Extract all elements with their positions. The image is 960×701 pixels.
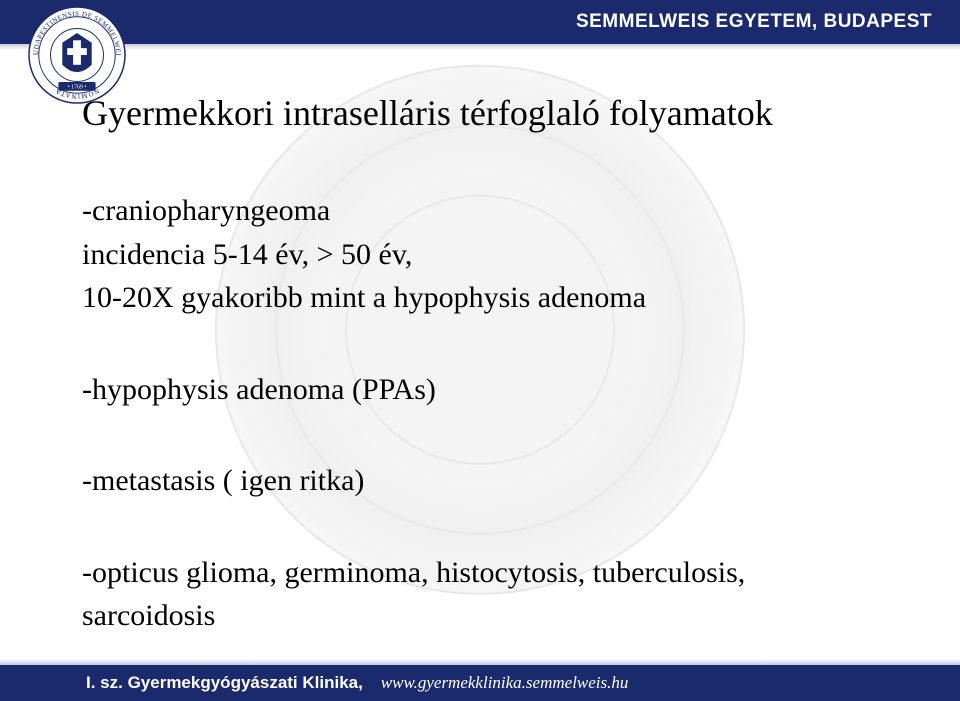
top-banner: SEMMELWEIS EGYETEM, BUDAPEST	[0, 0, 960, 44]
university-seal-icon: BUDAPESTINENSIS DE SEMMELWEIS NOMINATA •…	[28, 6, 126, 104]
bullet-text: -metastasis ( igen ritka)	[82, 459, 900, 503]
brand-text: SEMMELWEIS EGYETEM, BUDAPEST	[576, 11, 932, 33]
bullet-text: 10-20X gyakoribb mint a hypophysis adeno…	[82, 276, 900, 320]
bullet-text: -opticus glioma, germinoma, histocytosis…	[82, 551, 900, 595]
footer-url: www.gyermekklinika.semmelweis.hu	[381, 673, 629, 693]
bullet-text: sarcoidosis	[82, 594, 900, 638]
bottom-banner: I. sz. Gyermekgyógyászati Klinika, www.g…	[0, 665, 960, 701]
slide: SEMMELWEIS EGYETEM, BUDAPEST BUDAPESTINE…	[0, 0, 960, 701]
bullet-1: -craniopharyngeoma incidencia 5-14 év, >…	[82, 189, 900, 320]
content-area: Gyermekkori intraselláris térfoglaló fol…	[82, 92, 900, 633]
bullet-text: incidencia 5-14 év, > 50 év,	[82, 233, 900, 277]
bullet-2: -hypophysis adenoma (PPAs)	[82, 368, 900, 412]
seal-year: • 1769 •	[68, 84, 87, 90]
bullet-text: -craniopharyngeoma	[82, 189, 900, 233]
slide-title: Gyermekkori intraselláris térfoglaló fol…	[82, 92, 900, 135]
bullet-4: -opticus glioma, germinoma, histocytosis…	[82, 551, 900, 638]
bullet-text: -hypophysis adenoma (PPAs)	[82, 368, 900, 412]
bullet-3: -metastasis ( igen ritka)	[82, 459, 900, 503]
footer-dept: I. sz. Gyermekgyógyászati Klinika,	[86, 673, 363, 693]
